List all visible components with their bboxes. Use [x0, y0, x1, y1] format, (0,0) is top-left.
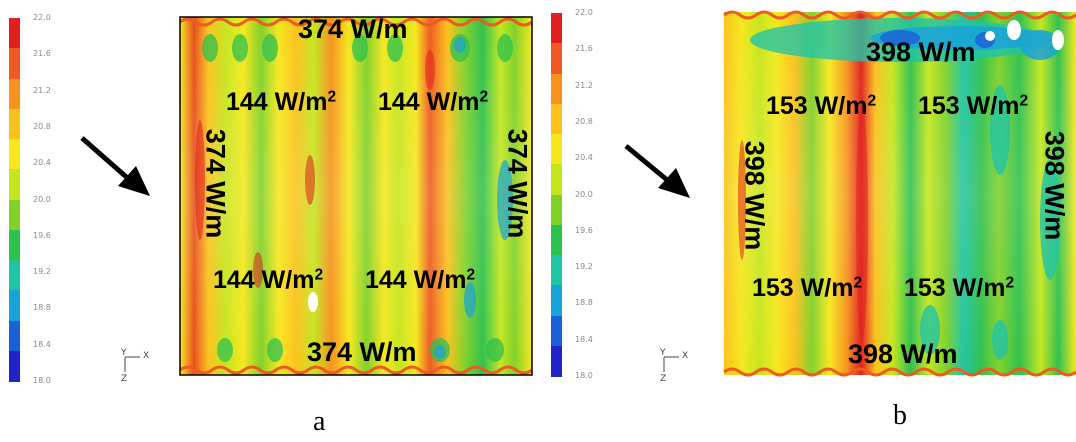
scale-swatch — [9, 139, 20, 170]
scale-tick-label: 22.0 — [33, 13, 51, 22]
scale-tick-label: 19.2 — [33, 267, 51, 277]
scale-swatch — [9, 199, 20, 231]
scale-swatch — [9, 260, 20, 291]
scale-swatch — [551, 13, 562, 44]
scale-swatch — [9, 350, 20, 382]
scale-swatch — [9, 320, 20, 352]
scale-tick-label: 19.6 — [33, 230, 51, 240]
panel-a-inner-label-bl: 144 W/m2 — [213, 266, 324, 294]
scale-tick-label: 21.2 — [33, 85, 51, 95]
scale-tick-label: 19.6 — [575, 225, 593, 235]
scale-tick-label: 21.6 — [33, 49, 51, 59]
scale-swatch — [9, 108, 20, 140]
scale-tick-label: 18.8 — [575, 298, 593, 308]
scale-swatch — [9, 78, 20, 110]
flow-arrow-b — [624, 144, 690, 198]
panel-b-left-label: 398 W/m — [739, 140, 770, 251]
axis-x-label-a: X — [143, 351, 150, 361]
scale-tick-label: 18.4 — [575, 334, 593, 344]
scale-swatch — [551, 285, 562, 316]
axis-triad-icon-b — [663, 356, 679, 372]
scale-tick-label: 20.0 — [33, 194, 51, 204]
axis-z-label-a: Z — [121, 374, 128, 384]
panel-a-left-label: 374 W/m — [200, 128, 231, 239]
scale-swatch — [9, 18, 20, 49]
scale-swatch — [9, 229, 20, 261]
panel-b-bottom-label: 398 W/m — [848, 339, 958, 369]
scale-swatch — [551, 194, 562, 226]
scale-tick-label: 22.0 — [575, 8, 593, 17]
panel-a-bottom-label: 374 W/m — [307, 337, 417, 367]
scale-tick-label: 18.0 — [575, 371, 593, 380]
scale-tick-label: 20.0 — [575, 189, 593, 199]
scale-swatch — [551, 73, 562, 105]
contour-plot-b — [723, 10, 1076, 377]
panel-b-inner-label-tl: 153 W/m2 — [766, 92, 877, 120]
scale-swatch — [551, 134, 562, 165]
panel-a-right-label: 374 W/m — [502, 128, 533, 239]
panel-b-inner-label-br: 153 W/m2 — [904, 274, 1015, 302]
panel-a-caption: a — [313, 406, 326, 437]
panel-a-inner-label-br: 144 W/m2 — [365, 266, 476, 294]
color-scale-a — [9, 18, 20, 382]
scale-tick-label: 18.4 — [33, 339, 51, 349]
scale-tick-label: 21.2 — [575, 80, 593, 90]
scale-tick-label: 18.8 — [33, 303, 51, 313]
scale-swatch — [551, 164, 562, 195]
flow-arrow-a — [80, 136, 150, 196]
panel-a-inner-label-tl: 144 W/m2 — [226, 88, 337, 116]
contour-plot-a — [179, 16, 533, 376]
axis-x-label-b: X — [682, 351, 689, 361]
axis-triad-icon-a — [124, 356, 140, 372]
axis-y-label-a: Y — [121, 348, 127, 358]
panel-a-inner-label-tr: 144 W/m2 — [378, 88, 489, 116]
scale-swatch — [9, 48, 20, 79]
scale-swatch — [9, 290, 20, 321]
panel-b-inner-label-tr: 153 W/m2 — [918, 92, 1029, 120]
scale-swatch — [551, 103, 562, 135]
scale-tick-label: 19.2 — [575, 262, 593, 272]
scale-tick-label: 20.8 — [33, 121, 51, 131]
scale-swatch — [551, 224, 562, 256]
scale-tick-label: 21.6 — [575, 44, 593, 54]
panel-b-caption: b — [893, 400, 907, 431]
scale-tick-label: 18.0 — [33, 376, 51, 385]
panel-b-inner-label-bl: 153 W/m2 — [752, 274, 863, 302]
panel-a-top-label: 374 W/m — [298, 14, 408, 44]
color-scale-b — [551, 13, 562, 377]
panel-b-right-label: 398 W/m — [1039, 130, 1070, 241]
scale-swatch — [551, 345, 562, 377]
scale-tick-label: 20.8 — [575, 116, 593, 126]
scale-swatch — [551, 43, 562, 74]
scale-swatch — [551, 255, 562, 286]
axis-y-label-b: Y — [660, 348, 666, 358]
panel-b-top-label: 398 W/m — [866, 37, 976, 67]
axis-z-label-b: Z — [660, 374, 667, 384]
scale-tick-label: 20.4 — [33, 158, 51, 168]
scale-tick-label: 20.4 — [575, 153, 593, 163]
scale-swatch — [551, 315, 562, 347]
scale-swatch — [9, 169, 20, 200]
